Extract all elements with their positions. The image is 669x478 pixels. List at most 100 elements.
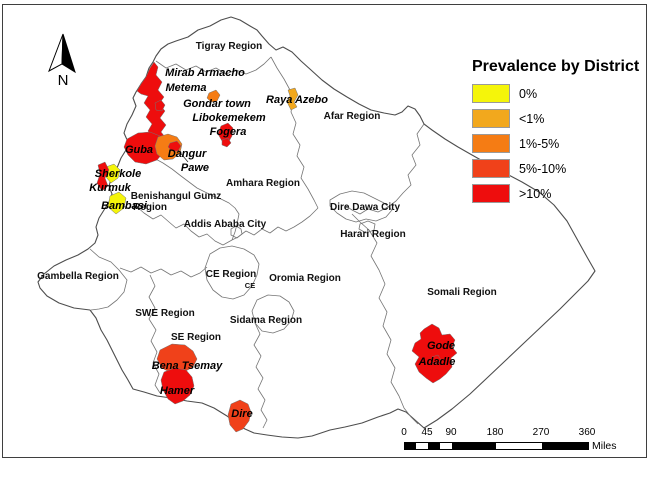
region-label: Tigray Region xyxy=(196,41,263,52)
scale-segment xyxy=(496,443,542,449)
scale-segment xyxy=(452,443,496,449)
scale-tick: 180 xyxy=(486,427,504,438)
district-fogera xyxy=(221,137,232,148)
region-border xyxy=(358,220,376,234)
north-arrow-icon xyxy=(48,33,76,74)
scale-unit: Miles xyxy=(592,440,617,452)
region-label: Harari Region xyxy=(340,229,406,240)
legend-swatch-5-10pct xyxy=(472,159,510,178)
district-gode-adadle xyxy=(411,323,458,384)
district-label: Gode xyxy=(427,340,455,352)
region-border xyxy=(89,248,128,311)
district-label: Metema xyxy=(166,82,207,94)
district-bambasi xyxy=(107,191,127,215)
district-label: Raya Azebo xyxy=(266,94,328,106)
district-label: Sherkole xyxy=(95,168,141,180)
region-border xyxy=(251,294,295,334)
district-metema-label xyxy=(154,99,166,112)
region-border xyxy=(204,245,260,300)
legend-item: <1% xyxy=(472,109,647,128)
region-label: SE Region xyxy=(171,332,221,343)
region-border xyxy=(119,266,208,278)
district-label: Libokemekem xyxy=(192,112,266,124)
scale-tick: 45 xyxy=(421,427,433,438)
district-bena-tsemay xyxy=(156,343,198,374)
region-label: Region xyxy=(133,202,167,213)
district-label: Adadle xyxy=(418,356,456,368)
map-frame xyxy=(2,4,647,458)
district-label: Kurmuk xyxy=(89,182,131,194)
legend-label: >10% xyxy=(519,186,552,201)
region-label: SWE Region xyxy=(135,308,194,319)
scale-tick: 360 xyxy=(578,427,596,438)
district-dire xyxy=(227,399,252,433)
district-raya-azebo xyxy=(286,87,299,111)
country-outline xyxy=(37,16,596,439)
region-label: Dire Dawa City xyxy=(330,202,400,213)
legend-swatch-1-5pct xyxy=(472,134,510,153)
scale-tick: 90 xyxy=(445,427,457,438)
north-arrow: N xyxy=(40,28,86,94)
scale-tick: 270 xyxy=(532,427,550,438)
region-border xyxy=(230,225,243,239)
district-libokemekem xyxy=(217,122,234,144)
region-label: Amhara Region xyxy=(226,178,300,189)
scale-bar: 0 45 90 180 270 360 Miles xyxy=(396,427,636,455)
district-label: Fogera xyxy=(210,126,247,138)
legend-label: 1%-5% xyxy=(519,136,560,151)
legend-label: 0% xyxy=(519,86,538,101)
region-label: Gambella Region xyxy=(37,271,119,282)
scale-tick: 0 xyxy=(401,427,407,438)
legend: Prevalence by District 0% <1% 1%-5% 5%-1… xyxy=(472,58,647,210)
region-border xyxy=(253,322,268,429)
region-border xyxy=(351,213,419,425)
district-label: Bambasi xyxy=(101,200,148,212)
region-border xyxy=(329,190,393,223)
legend-label: 5%-10% xyxy=(519,161,567,176)
scale-segment xyxy=(428,443,440,449)
scale-segment xyxy=(542,443,588,449)
region-border xyxy=(231,207,319,241)
district-mirab-armacho-metema xyxy=(136,61,167,143)
region-label: Sidama Region xyxy=(230,315,302,326)
legend-swatch-lt1pct xyxy=(472,109,510,128)
scale-segment xyxy=(416,443,428,449)
scale-segment xyxy=(440,443,452,449)
district-label: Mirab Armacho xyxy=(165,67,245,79)
region-border xyxy=(148,274,161,394)
legend-item: >10% xyxy=(472,184,647,203)
region-label: CE xyxy=(245,281,255,290)
district-pawe xyxy=(167,140,182,152)
label-leader-line xyxy=(177,149,189,163)
district-label: Hamer xyxy=(160,385,195,397)
district-label: Gondar town xyxy=(183,98,251,110)
scale-bar-strip xyxy=(404,442,589,450)
region-border xyxy=(127,141,240,241)
north-label: N xyxy=(57,72,69,89)
legend-swatch-0pct xyxy=(472,84,510,103)
district-kurmuk xyxy=(96,161,110,192)
district-label: Bena Tsemay xyxy=(152,360,223,372)
region-border xyxy=(270,56,319,209)
district-adadle-label xyxy=(431,354,442,365)
region-label: CE Region xyxy=(206,269,257,280)
district-label: Dire xyxy=(231,408,252,420)
legend-item: 5%-10% xyxy=(472,159,647,178)
district-label: Pawe xyxy=(181,162,209,174)
scale-segment xyxy=(405,443,416,449)
district-hamer xyxy=(160,367,195,405)
region-label: Addis Ababa City xyxy=(184,219,267,230)
region-border xyxy=(109,195,233,246)
region-border xyxy=(345,123,425,215)
region-border xyxy=(155,56,272,75)
district-gondar-town xyxy=(206,89,221,103)
district-label: Dangur xyxy=(168,148,207,160)
legend-title: Prevalence by District xyxy=(472,58,640,75)
region-label: Benishangul Gumz xyxy=(131,191,222,202)
legend-label: <1% xyxy=(519,111,545,126)
region-label: Somali Region xyxy=(427,287,496,298)
legend-swatch-gt10pct xyxy=(472,184,510,203)
legend-item: 1%-5% xyxy=(472,134,647,153)
